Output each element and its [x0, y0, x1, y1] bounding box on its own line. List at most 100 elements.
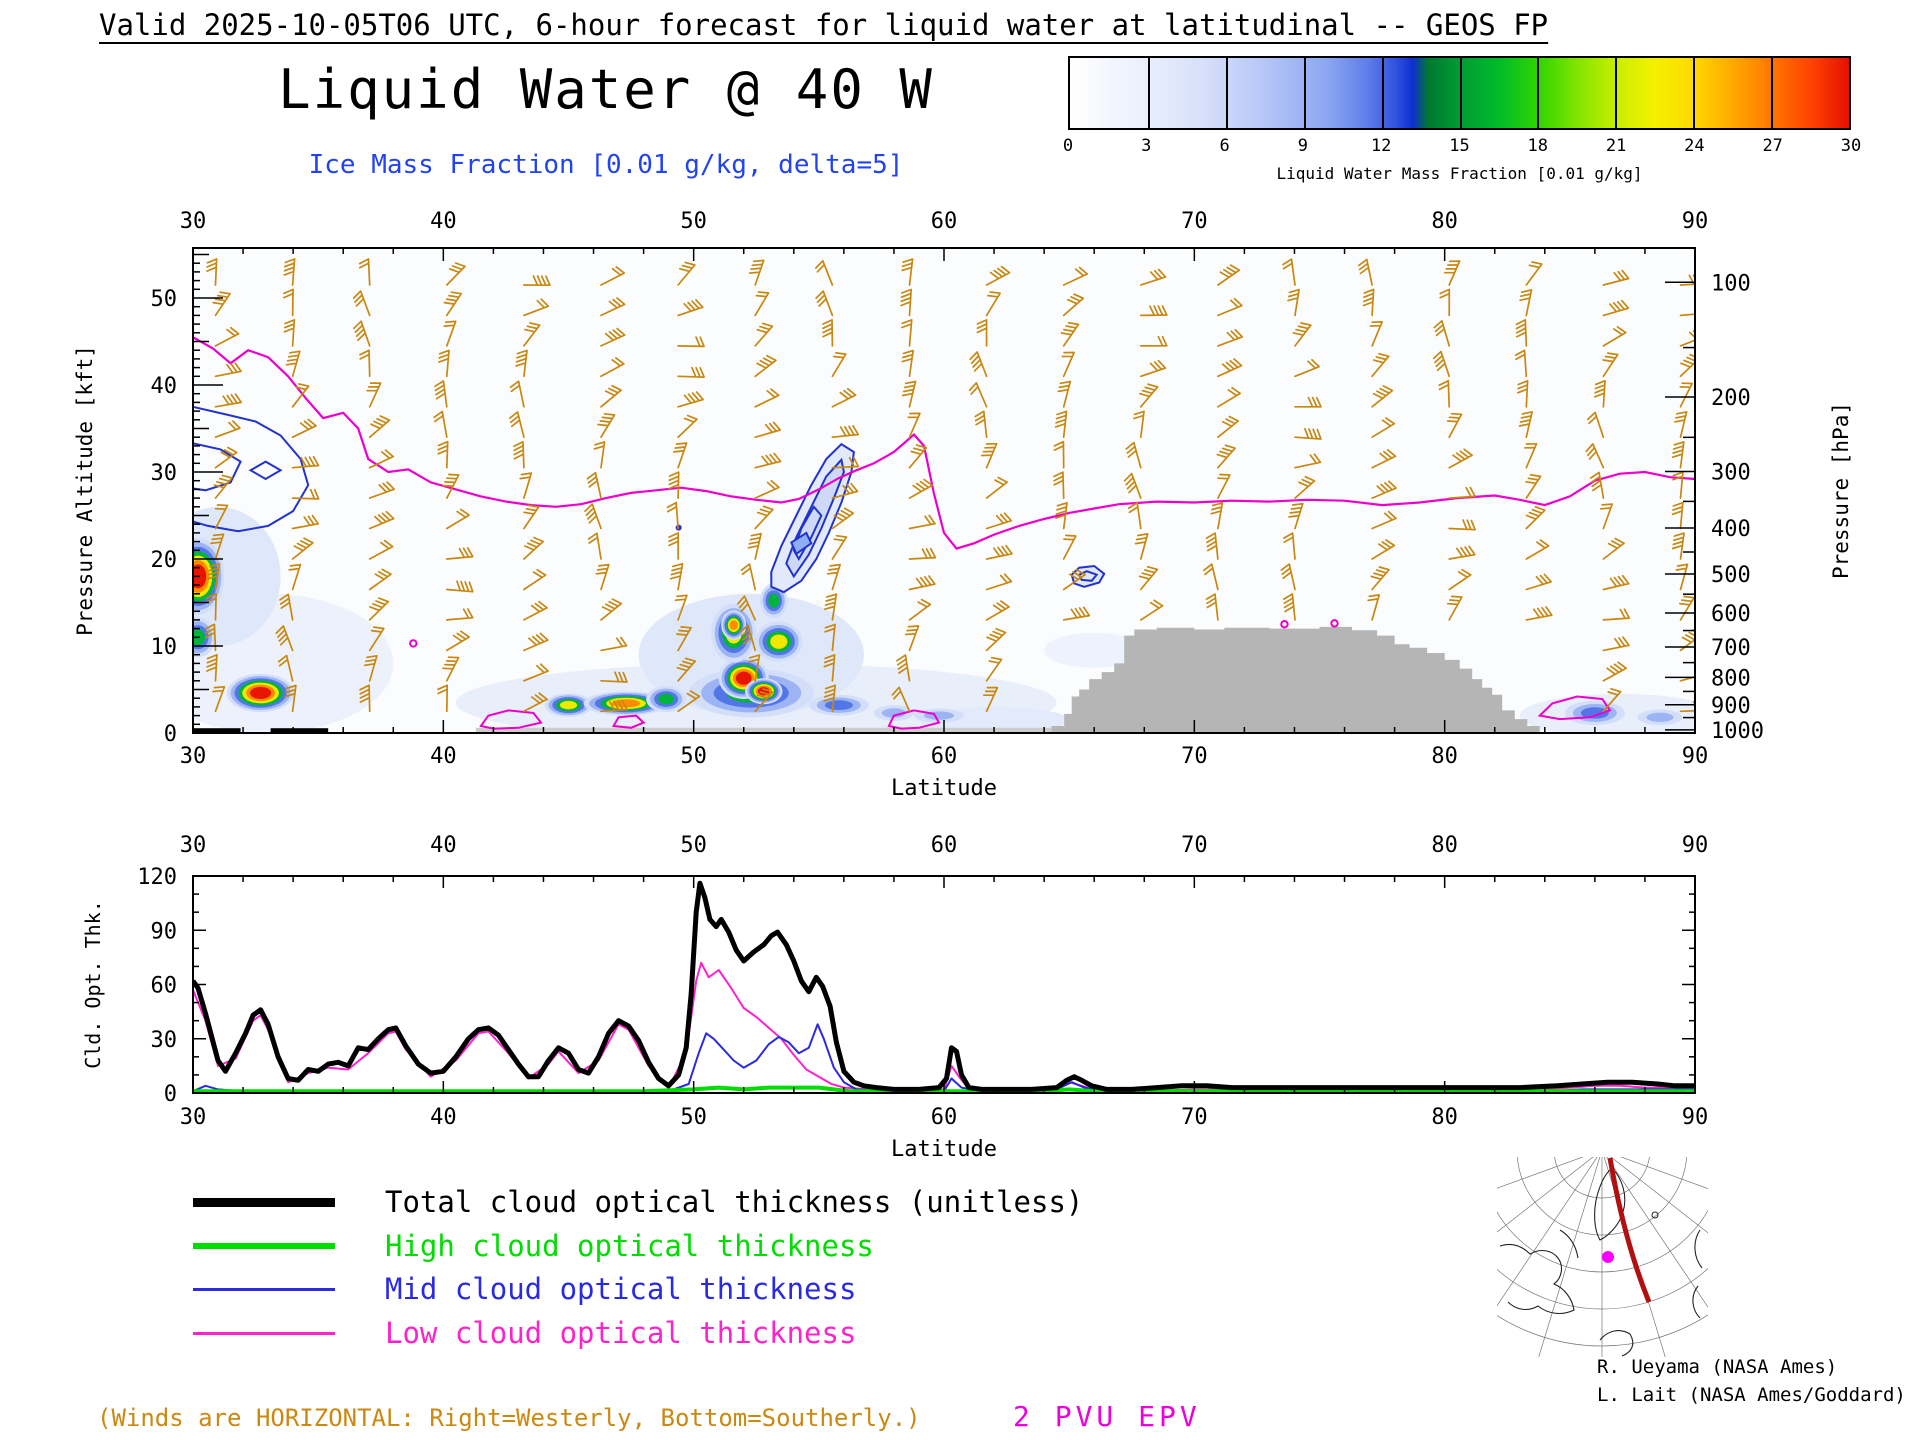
wind-barb: [600, 327, 626, 347]
colorbar-divider: [1225, 58, 1228, 128]
wind-barb: [283, 288, 294, 317]
wind-barb: [1134, 533, 1149, 560]
svg-text:30: 30: [180, 1105, 207, 1130]
wind-barb: [214, 393, 243, 408]
wind-barb: [1586, 411, 1605, 439]
liquid-water-blob: [881, 708, 906, 718]
wind-barb: [908, 598, 932, 621]
wind-barb: [587, 532, 602, 560]
wind-barb: [748, 259, 765, 286]
wind-barb: [443, 320, 457, 347]
wind-barb: [445, 508, 470, 530]
wind-barb: [213, 474, 233, 499]
wind-barb: [1679, 274, 1695, 286]
wind-barb: [1127, 501, 1142, 530]
svg-text:40: 40: [430, 1105, 457, 1130]
wind-barb: [445, 547, 474, 560]
series-1: [193, 1085, 1695, 1093]
ice-mass-subtitle: Ice Mass Fraction [0.01 g/kg, delta=5]: [308, 150, 904, 180]
wind-barb: [1053, 440, 1065, 469]
wind-barb: [206, 258, 218, 286]
wind-barb: [1282, 593, 1296, 621]
wind-barb: [824, 623, 836, 652]
map-meridian: [1606, 1157, 1708, 1308]
wind-barb: [748, 654, 761, 682]
wind-barb: [438, 349, 450, 378]
wind-barb: [677, 336, 705, 348]
svg-text:80: 80: [1431, 209, 1458, 234]
svg-text:1000: 1000: [1711, 719, 1764, 744]
wind-barb: [822, 319, 834, 347]
wind-barb: [353, 320, 371, 347]
valid-time-line: Valid 2025-10-05T06 UTC, 6-hour forecast…: [99, 8, 1549, 42]
wind-barb: [1433, 320, 1451, 347]
wind-barb: [368, 626, 385, 652]
wind-barb: [754, 421, 782, 439]
wind-barb: [1443, 260, 1461, 286]
colorbar-tick: 30: [1840, 136, 1862, 156]
wind-barb: [1217, 264, 1241, 286]
epv-dot: [409, 639, 418, 648]
wind-barb: [368, 539, 394, 560]
liquid-water-blob: [735, 671, 752, 685]
wind-barb: [908, 444, 928, 469]
svg-text:40: 40: [430, 833, 457, 858]
page-title: Liquid Water @ 40 W: [278, 58, 934, 121]
wind-barb: [823, 593, 838, 621]
wind-barb: [901, 319, 913, 347]
wind-barb: [908, 547, 937, 560]
wind-barb: [677, 391, 704, 408]
wind-barb: [908, 514, 936, 530]
wind-barb: [1294, 475, 1316, 499]
colorbar: 0 3 6 9 12 15 18 21 24 27 30 Liquid Water Mass Fra…: [1063, 56, 1861, 183]
wind-barb: [1217, 328, 1244, 347]
wind-barb: [358, 258, 371, 286]
wind-barb: [831, 534, 848, 560]
liquid-water-blob: [768, 593, 780, 608]
svg-text:Latitude: Latitude: [891, 776, 997, 801]
wind-barb: [1448, 448, 1473, 469]
wind-barb: [523, 536, 545, 560]
wind-barb: [1053, 471, 1065, 499]
svg-text:30: 30: [151, 461, 178, 486]
svg-text:80: 80: [1431, 833, 1458, 858]
winds-note: (Winds are HORIZONTAL: Right=Westerly, B…: [97, 1404, 921, 1432]
wind-barb: [1283, 532, 1296, 560]
wind-barb: [831, 425, 860, 439]
svg-text:30: 30: [180, 833, 207, 858]
wind-barb: [980, 442, 998, 469]
wind-barbs: [204, 258, 1695, 713]
wind-barb: [352, 290, 371, 317]
svg-text:80: 80: [1431, 1105, 1458, 1130]
bottom-axis-labels: 30304040505060607070808090900306090120La…: [81, 833, 1708, 1162]
liquid-water-blob: [824, 700, 853, 711]
wind-barb: [1139, 335, 1168, 347]
wind-barb: [1679, 313, 1695, 317]
wind-barb: [985, 512, 1013, 530]
wind-barb: [586, 471, 602, 499]
wind-barb: [1294, 358, 1320, 378]
legend-row-0: Total cloud optical thickness (unitless): [193, 1182, 1083, 1222]
svg-text:60: 60: [151, 974, 178, 999]
wind-barb: [677, 261, 696, 286]
wind-barb: [1448, 486, 1476, 499]
svg-text:0: 0: [164, 722, 177, 747]
map-flight-track: [1607, 1157, 1652, 1303]
wind-barb: [1518, 411, 1533, 439]
wind-barb: [1371, 480, 1397, 499]
wind-barb: [985, 573, 1013, 591]
wind-barb: [1594, 379, 1606, 408]
wind-barb: [1602, 537, 1625, 560]
wind-barb: [359, 349, 371, 378]
wind-barb: [1062, 568, 1086, 591]
svg-text:500: 500: [1711, 563, 1751, 588]
map-coastline: [1594, 1167, 1626, 1241]
wind-barb: [740, 563, 757, 591]
svg-text:120: 120: [137, 865, 177, 890]
series-0: [193, 880, 1695, 1092]
wind-barb: [1139, 359, 1167, 378]
wind-barb: [434, 380, 448, 408]
svg-text:Pressure [hPa]: Pressure [hPa]: [1829, 402, 1853, 579]
wind-barb: [212, 685, 226, 713]
wind-barb: [1446, 412, 1463, 439]
